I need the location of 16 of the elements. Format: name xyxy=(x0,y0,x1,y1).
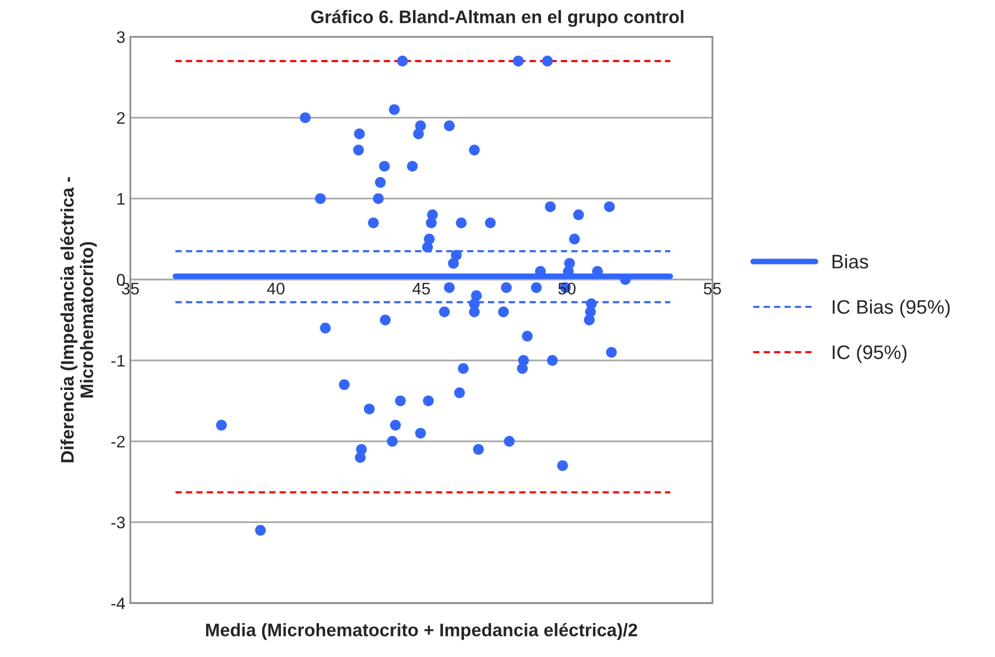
y-tick-label: -1 xyxy=(111,354,125,366)
y-tick-label: -2 xyxy=(111,436,125,448)
legend-label: Bias xyxy=(832,254,868,269)
y-tick-label: -4 xyxy=(111,598,125,610)
x-tick-label: 55 xyxy=(704,282,721,295)
legend-label: IC (95%) xyxy=(832,344,906,364)
x-axis-title: Media (Microhematocrito + Impedancia eléctrica)/2 xyxy=(206,622,638,640)
y-tick-label: -3 xyxy=(111,516,125,528)
x-tick-label: 40 xyxy=(266,282,284,295)
chart-title: Gráfico 6. Bland-Altman en el grupo control xyxy=(311,10,684,27)
y-tick-label: 1 xyxy=(117,193,125,205)
x-tick-label: 45 xyxy=(412,282,430,295)
legend-label: IC Bias (95%) xyxy=(832,300,950,318)
y-axis-title: Diferencia (Impedancia eléctrica - Microhematocrito) xyxy=(60,177,97,462)
y-tick-label: 3 xyxy=(116,31,125,43)
y-tick-label: 2 xyxy=(117,112,125,124)
